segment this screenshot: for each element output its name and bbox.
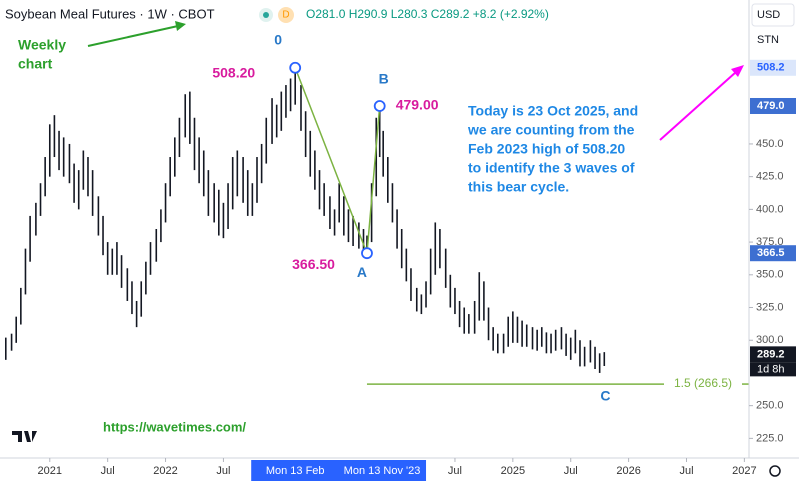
wave-point <box>361 247 373 260</box>
price-tag-label: 508.2 <box>757 62 785 74</box>
price-tag <box>750 97 796 114</box>
wave-point <box>373 100 386 112</box>
wave-value: 508.20 <box>212 64 255 80</box>
x-tick-label: 2027 <box>732 465 756 477</box>
unit[interactable]: STN <box>757 34 779 46</box>
y-tick-label: 350.0 <box>756 269 784 281</box>
comment-line: Feb 2023 high of 508.20 <box>468 141 625 157</box>
currency-button[interactable] <box>751 3 795 27</box>
x-tick-label: Jul <box>101 465 115 477</box>
price-tag-label: 289.2 <box>757 348 785 360</box>
y-tick-label: 450.0 <box>756 138 784 150</box>
arrow-head <box>175 21 186 31</box>
price-tag <box>750 245 796 262</box>
wave-value: 366.50 <box>292 256 335 272</box>
y-tick-label: 250.0 <box>756 400 784 412</box>
wave-label: C <box>600 388 610 404</box>
y-tick-label: 325.0 <box>756 301 784 313</box>
price-tag-label: 479.0 <box>757 100 785 112</box>
crosshair-label: Mon 13 Nov '23 <box>338 460 427 481</box>
crosshair-label-bg <box>338 460 427 481</box>
x-tick-label: 2022 <box>153 465 177 477</box>
crosshair-label-bg <box>251 460 340 481</box>
comment: Today is 23 Oct 2025, and we are counting… <box>467 103 638 195</box>
comment-line: this bear cycle. <box>468 179 569 195</box>
settings-icon[interactable] <box>769 465 781 477</box>
x-tick-label: Jul <box>564 465 578 477</box>
wave-label: 0 <box>274 31 282 47</box>
x-tick-label: 2021 <box>38 465 62 477</box>
fib-label: 1.5 (266.5) <box>674 376 732 390</box>
y-tick-label: 375.0 <box>756 236 784 248</box>
price-tag <box>750 59 796 76</box>
wave-label: A <box>357 264 367 280</box>
arrow <box>659 71 737 141</box>
y-tick-label: 225.0 <box>756 432 784 444</box>
crosshair-label: Mon 13 Feb <box>251 460 340 481</box>
price-tag-label: 366.5 <box>757 247 785 259</box>
currency[interactable]: USD <box>757 9 780 21</box>
plot-area: 1.5 (266.5) 0 508.20 A 366.50 B 479.00 C <box>4 31 749 404</box>
wave-value: 479.00 <box>396 97 439 113</box>
logo <box>12 431 37 442</box>
y-tick-label: 300.0 <box>756 334 784 346</box>
comment-line: we are counting from the <box>467 122 635 138</box>
x-tick-label: 2025 <box>501 465 525 477</box>
badge-bg <box>278 7 294 23</box>
x-tick-label: Jul <box>216 465 230 477</box>
x-tick-label: Jul <box>679 465 693 477</box>
crosshair-label-text: Mon 13 Nov '23 <box>344 465 421 477</box>
url[interactable]: https://wavetimes.com/ <box>103 419 246 434</box>
note-weekly: chart <box>18 56 53 72</box>
arrow-head <box>731 65 744 77</box>
comment-line: Today is 23 Oct 2025, and <box>468 103 638 119</box>
y-tick-label: 425.0 <box>756 171 784 183</box>
price-axis-panel <box>749 0 799 481</box>
x-tick-label: Jul <box>448 465 462 477</box>
ohlc: O281.0 H290.9 L280.3 C289.2 +8.2 (+2.92%… <box>306 7 549 21</box>
crosshair-label-text: Mon 13 Feb <box>266 465 325 477</box>
y-tick-label: 400.0 <box>756 203 784 215</box>
badge: D <box>282 10 289 21</box>
price-tag <box>750 346 796 363</box>
wave-label: B <box>379 71 389 87</box>
axes: 225.0 250.0 300.0 325.0 350.0 375.0 400.0 425.0… <box>38 59 796 481</box>
status-dot-inner <box>263 12 269 18</box>
arrow <box>87 25 179 47</box>
note-weekly: Weekly <box>18 37 66 53</box>
symbol-title: Soybean Meal Futures · 1W · CBOT <box>5 6 215 21</box>
comment-line: to identify the 3 waves of <box>468 160 635 176</box>
wave-point <box>289 61 302 74</box>
countdown: 1d 8h <box>757 363 785 375</box>
x-tick-label: 2026 <box>616 465 640 477</box>
countdown-bg <box>750 362 796 377</box>
